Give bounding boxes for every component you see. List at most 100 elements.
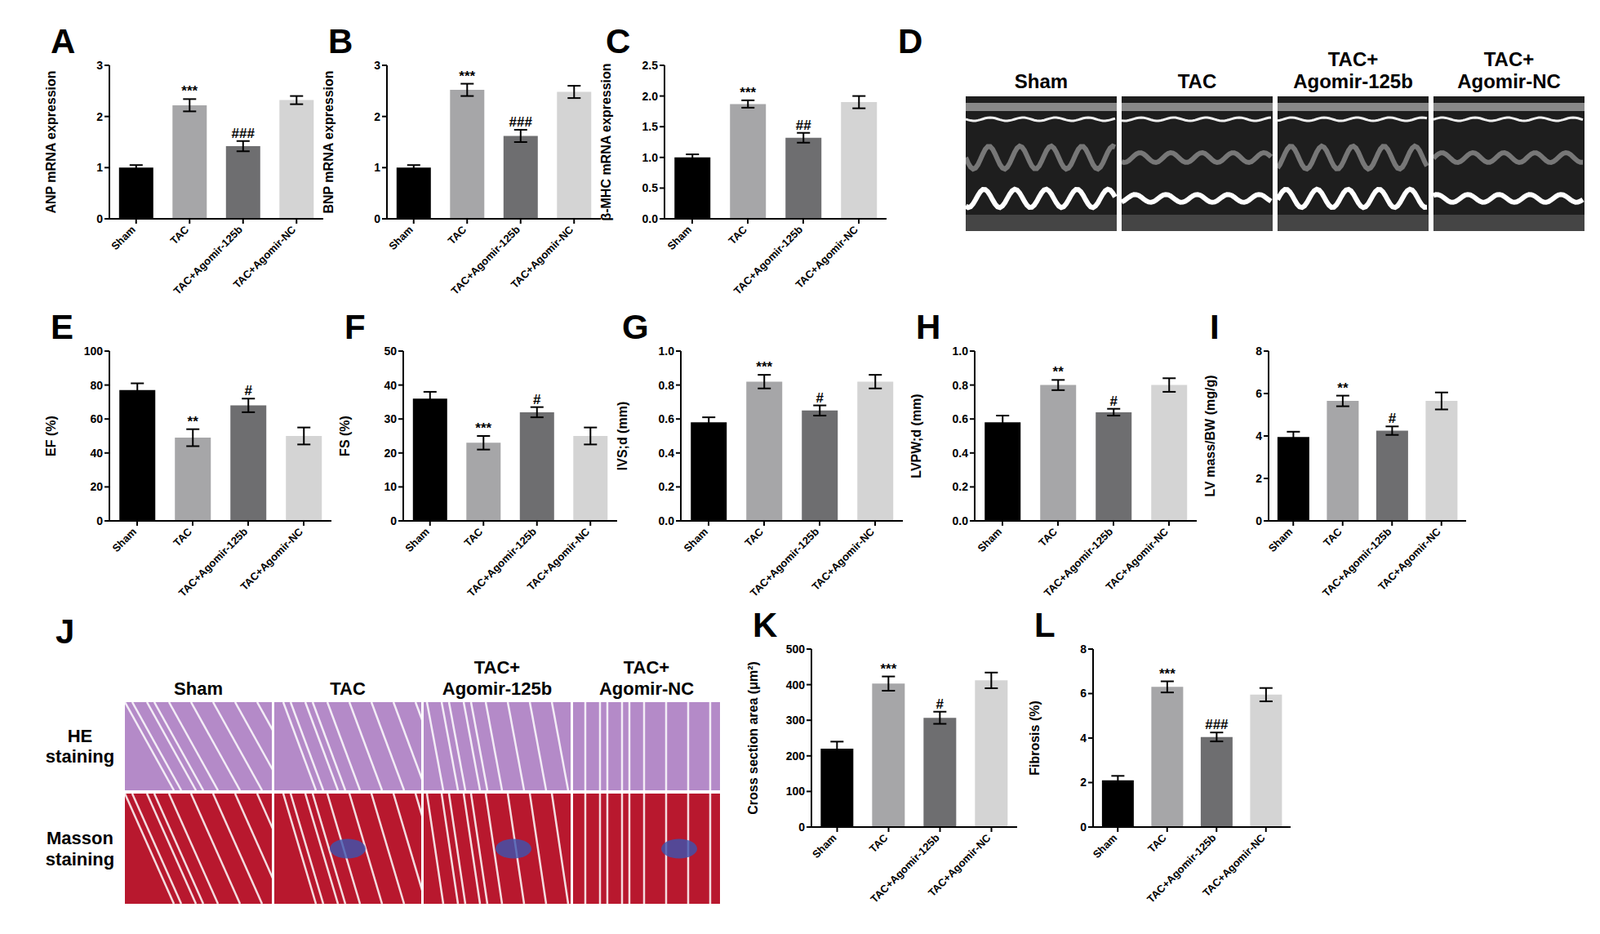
svg-text:0.4: 0.4 (952, 446, 969, 460)
svg-text:0.4: 0.4 (658, 446, 676, 460)
svg-text:TAC: TAC (1035, 524, 1060, 549)
svg-text:FS (%): FS (%) (337, 415, 352, 457)
svg-text:#: # (936, 696, 945, 712)
svg-text:BNP mRNA expression: BNP mRNA expression (321, 70, 336, 214)
svg-text:ANP mRNA expression: ANP mRNA expression (44, 70, 58, 214)
svg-text:TAC+Agomir-NC: TAC+Agomir-NC (508, 222, 577, 291)
svg-text:500: 500 (786, 642, 806, 656)
svg-text:2: 2 (1080, 775, 1087, 789)
svg-text:30: 30 (383, 412, 397, 426)
svg-text:40: 40 (89, 446, 103, 460)
svg-text:TAC+Agomir-NC: TAC+Agomir-NC (1200, 831, 1268, 899)
svg-text:TAC+Agomir-125b: TAC+Agomir-125b (1041, 524, 1116, 599)
svg-text:##: ## (795, 117, 812, 134)
svg-text:IVS;d (mm): IVS;d (mm) (615, 401, 630, 471)
svg-text:Sham: Sham (974, 525, 1005, 556)
svg-text:4: 4 (1255, 429, 1263, 443)
svg-text:0: 0 (1255, 514, 1263, 528)
svg-text:TAC+Agomir-NC: TAC+Agomir-NC (231, 222, 299, 291)
svg-text:0.5: 0.5 (642, 181, 659, 195)
svg-text:TAC+Agomir-NC: TAC+Agomir-NC (1102, 524, 1171, 593)
svg-text:#: # (533, 391, 542, 408)
svg-text:#: # (1388, 410, 1397, 427)
svg-text:0: 0 (373, 212, 381, 226)
svg-text:LV mass/BW (mg/g): LV mass/BW (mg/g) (1203, 374, 1218, 497)
svg-text:TAC: TAC (742, 524, 766, 549)
svg-text:EF (%): EF (%) (44, 415, 58, 457)
svg-text:10: 10 (383, 480, 397, 494)
svg-text:***: *** (458, 68, 476, 85)
svg-text:400: 400 (786, 678, 806, 692)
svg-text:***: *** (739, 84, 756, 101)
svg-text:Sham: Sham (402, 525, 432, 556)
svg-text:Cross section area (μm²): Cross section area (μm²) (746, 661, 760, 815)
svg-text:0: 0 (96, 514, 103, 528)
svg-text:8: 8 (1080, 642, 1087, 656)
svg-text:1.0: 1.0 (658, 344, 676, 358)
svg-text:1.0: 1.0 (642, 151, 659, 165)
svg-text:80: 80 (89, 378, 103, 392)
svg-text:0.0: 0.0 (658, 514, 676, 528)
svg-text:#: # (816, 390, 825, 406)
svg-text:###: ### (1204, 716, 1229, 733)
svg-text:Fibrosis (%): Fibrosis (%) (1027, 700, 1042, 776)
svg-text:2: 2 (1255, 471, 1263, 485)
svg-text:2.0: 2.0 (642, 89, 659, 103)
svg-text:β-MHC mRNA expression: β-MHC mRNA expression (599, 62, 614, 221)
svg-text:0: 0 (1080, 820, 1087, 834)
svg-text:TAC: TAC (168, 222, 192, 247)
svg-text:0.0: 0.0 (642, 212, 659, 226)
svg-text:TAC+Agomir-NC: TAC+Agomir-NC (792, 222, 861, 291)
svg-text:LVPW;d (mm): LVPW;d (mm) (909, 393, 924, 478)
svg-text:Sham: Sham (680, 525, 711, 556)
svg-text:20: 20 (383, 446, 397, 460)
svg-text:20: 20 (89, 480, 103, 494)
svg-text:#: # (1110, 393, 1119, 409)
svg-text:TAC+Agomir-NC: TAC+Agomir-NC (925, 831, 994, 899)
svg-text:TAC: TAC (1145, 831, 1169, 855)
svg-text:#: # (244, 382, 254, 399)
svg-text:8: 8 (1255, 344, 1263, 358)
svg-text:**: ** (187, 413, 200, 430)
svg-text:6: 6 (1080, 686, 1087, 700)
svg-text:100: 100 (84, 344, 104, 358)
svg-text:Sham: Sham (109, 525, 139, 556)
svg-text:0: 0 (390, 514, 397, 528)
svg-text:6: 6 (1255, 386, 1263, 400)
svg-text:Sham: Sham (1090, 831, 1120, 862)
svg-text:0.6: 0.6 (658, 412, 676, 426)
svg-text:***: *** (880, 661, 897, 677)
svg-text:0.8: 0.8 (952, 378, 969, 392)
svg-text:0: 0 (96, 212, 103, 226)
svg-text:4: 4 (1080, 731, 1087, 745)
svg-text:###: ### (509, 114, 534, 130)
svg-text:2: 2 (96, 110, 103, 124)
svg-text:**: ** (1053, 364, 1065, 380)
svg-text:TAC+Agomir-125b: TAC+Agomir-125b (176, 524, 250, 599)
svg-text:0.8: 0.8 (658, 378, 676, 392)
svg-text:TAC+Agomir-NC: TAC+Agomir-NC (237, 524, 306, 593)
svg-text:3: 3 (96, 58, 103, 72)
svg-text:Sham: Sham (809, 831, 840, 862)
svg-text:TAC: TAC (170, 524, 195, 549)
svg-text:3: 3 (373, 58, 381, 72)
svg-text:***: *** (755, 359, 773, 375)
svg-text:50: 50 (383, 344, 397, 358)
svg-text:1.5: 1.5 (642, 120, 659, 134)
svg-text:Sham: Sham (1266, 525, 1296, 556)
svg-text:TAC: TAC (1320, 524, 1345, 549)
svg-text:TAC+Agomir-NC: TAC+Agomir-NC (808, 524, 877, 593)
svg-text:TAC: TAC (866, 831, 891, 855)
svg-text:TAC: TAC (462, 524, 486, 549)
svg-text:Sham: Sham (386, 223, 416, 254)
svg-text:1: 1 (373, 160, 381, 174)
svg-text:2.5: 2.5 (642, 58, 659, 72)
svg-text:***: *** (475, 420, 492, 436)
svg-text:***: *** (1159, 666, 1176, 682)
svg-text:TAC+Agomir-NC: TAC+Agomir-NC (1375, 524, 1444, 593)
svg-text:###: ### (231, 125, 256, 142)
svg-text:TAC: TAC (445, 222, 470, 247)
svg-text:100: 100 (786, 784, 806, 798)
svg-text:0.6: 0.6 (952, 412, 969, 426)
svg-text:0.0: 0.0 (952, 514, 969, 528)
